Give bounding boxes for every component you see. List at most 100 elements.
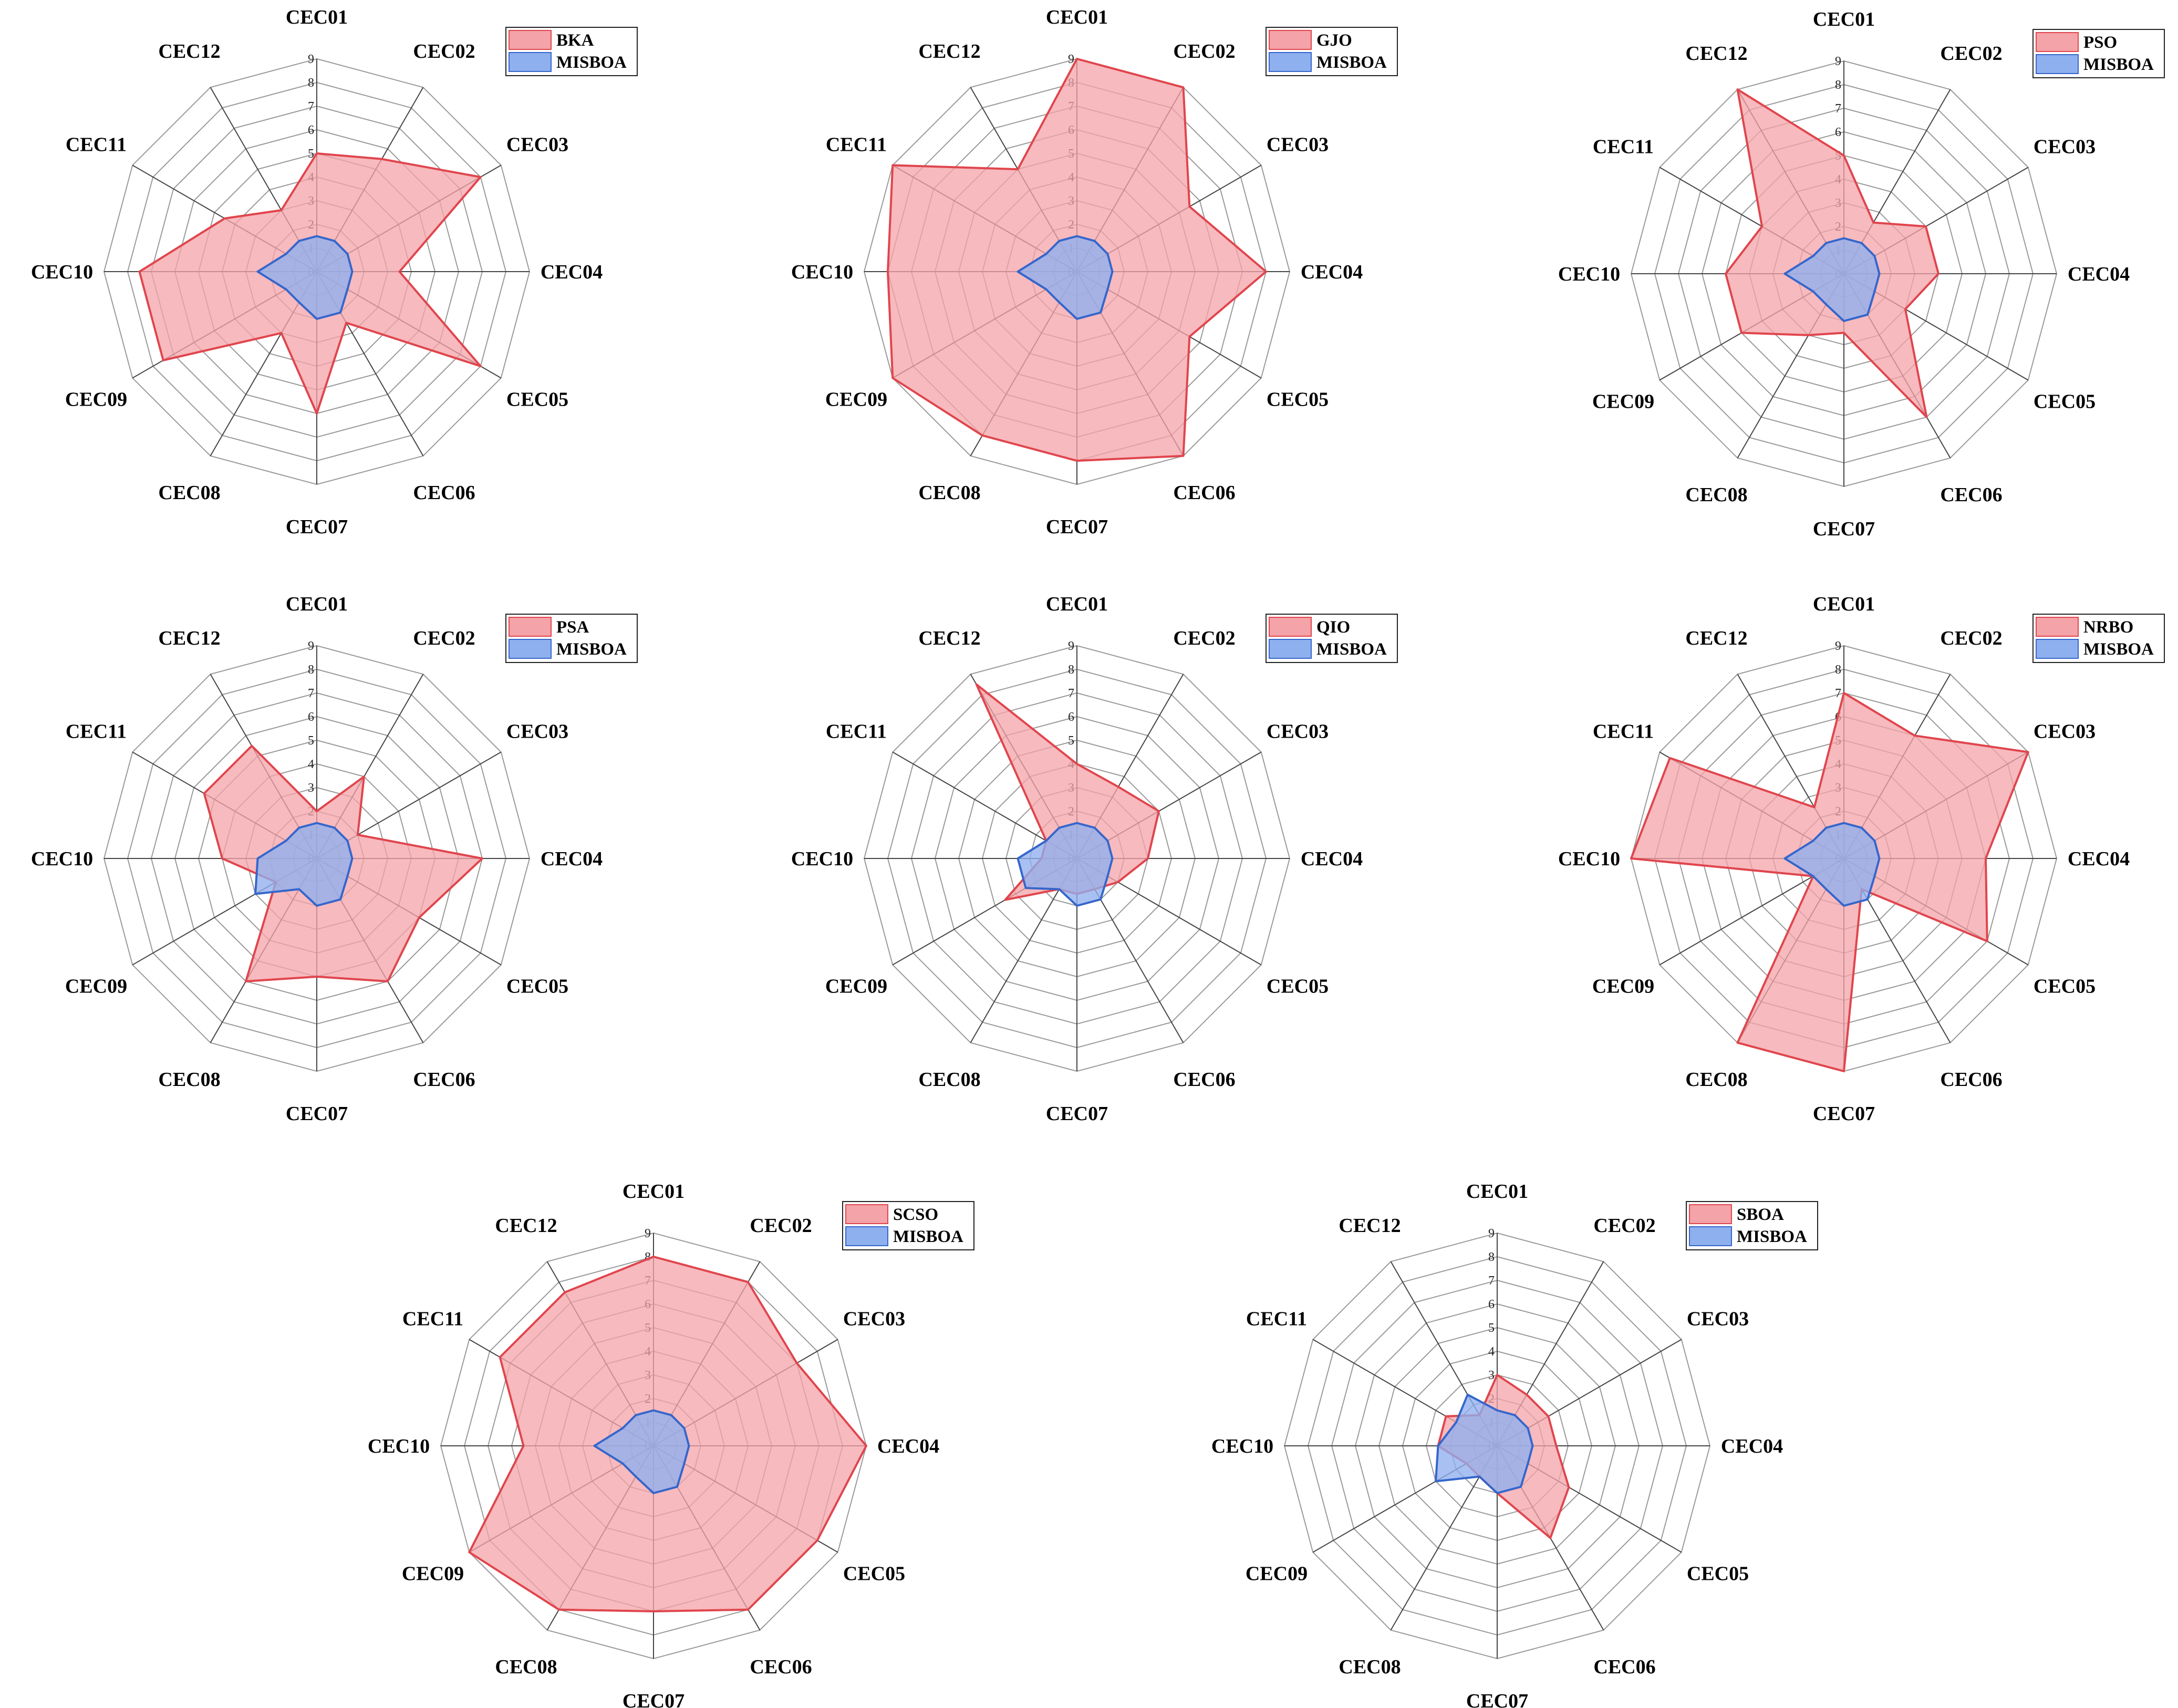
category-label: CEC06 bbox=[1940, 484, 2002, 506]
category-label: CEC02 bbox=[750, 1215, 812, 1237]
category-label: CEC01 bbox=[1046, 6, 1108, 28]
category-label: CEC11 bbox=[826, 721, 887, 743]
series-area-misboa bbox=[1017, 822, 1114, 907]
legend-label-nrbo: NRBO bbox=[2083, 618, 2133, 637]
legend-swatch-gjo bbox=[1269, 30, 1312, 50]
tick-label: 9 bbox=[1835, 639, 1841, 653]
radar-chart-psa: 0123456789CEC01CEC02CEC03CEC04CEC05CEC06… bbox=[31, 593, 638, 1125]
legend-swatch-psa bbox=[509, 617, 552, 637]
category-label: CEC09 bbox=[825, 976, 887, 998]
category-label: CEC02 bbox=[413, 627, 475, 649]
category-label: CEC11 bbox=[66, 721, 127, 743]
radar-chart-nrbo: 0123456789CEC01CEC02CEC03CEC04CEC05CEC06… bbox=[1558, 593, 2165, 1125]
legend-label-misboa: MISBOA bbox=[1316, 640, 1387, 659]
legend-swatch-qio bbox=[1269, 617, 1312, 637]
radar-chart-sboa: 0123456789CEC01CEC02CEC03CEC04CEC05CEC06… bbox=[1211, 1181, 1818, 1708]
tick-label: 9 bbox=[645, 1227, 651, 1240]
tick-label: 5 bbox=[308, 147, 314, 161]
category-label: CEC06 bbox=[1940, 1069, 2002, 1091]
tick-label: 7 bbox=[1835, 687, 1841, 700]
legend-swatch-sboa bbox=[1689, 1204, 1732, 1224]
category-label: CEC03 bbox=[1267, 134, 1329, 156]
category-label: CEC07 bbox=[1813, 518, 1875, 540]
category-label: CEC06 bbox=[1593, 1656, 1655, 1678]
category-label: CEC01 bbox=[623, 1181, 684, 1203]
category-label: CEC02 bbox=[1940, 43, 2002, 65]
tick-label: 9 bbox=[308, 639, 314, 653]
tick-label: 7 bbox=[308, 687, 314, 700]
category-label: CEC02 bbox=[1173, 40, 1235, 63]
tick-label: 9 bbox=[308, 53, 314, 66]
category-label: CEC06 bbox=[1173, 482, 1235, 504]
tick-label: 3 bbox=[1488, 1369, 1495, 1382]
category-label: CEC01 bbox=[286, 6, 348, 28]
series-area-misboa bbox=[593, 1409, 690, 1494]
tick-label: 6 bbox=[1835, 126, 1841, 139]
category-label: CEC03 bbox=[2034, 136, 2096, 158]
category-label: CEC06 bbox=[750, 1656, 812, 1678]
legend-label-misboa: MISBOA bbox=[2083, 55, 2154, 74]
tick-label: 8 bbox=[1835, 663, 1841, 677]
category-label: CEC07 bbox=[286, 1103, 348, 1125]
category-label: CEC11 bbox=[1246, 1308, 1307, 1330]
category-label: CEC05 bbox=[2034, 976, 2096, 998]
category-label: CEC05 bbox=[506, 389, 568, 411]
tick-label: 6 bbox=[1068, 710, 1074, 724]
tick-label: 8 bbox=[1068, 663, 1074, 677]
category-label: CEC09 bbox=[1246, 1563, 1308, 1585]
legend-label-misboa: MISBOA bbox=[556, 53, 627, 72]
legend: PSO MISBOA bbox=[2032, 29, 2165, 78]
tick-label: 3 bbox=[308, 781, 314, 795]
legend: SBOA MISBOA bbox=[1686, 1201, 1818, 1250]
tick-label: 4 bbox=[308, 758, 314, 771]
category-label: CEC04 bbox=[2068, 263, 2130, 285]
tick-label: 7 bbox=[1068, 687, 1074, 700]
category-label: CEC09 bbox=[1592, 391, 1654, 413]
category-label: CEC04 bbox=[1721, 1435, 1783, 1457]
category-label: CEC11 bbox=[826, 134, 887, 156]
category-label: CEC08 bbox=[918, 482, 980, 504]
legend: NRBO MISBOA bbox=[2032, 614, 2165, 663]
category-label: CEC08 bbox=[1685, 484, 1747, 506]
tick-label: 8 bbox=[308, 663, 314, 677]
category-label: CEC10 bbox=[368, 1435, 430, 1457]
category-label: CEC03 bbox=[843, 1308, 905, 1330]
legend: BKA MISBOA bbox=[505, 27, 638, 76]
category-label: CEC11 bbox=[402, 1308, 463, 1330]
legend-label-psa: PSA bbox=[556, 618, 589, 637]
legend-label-pso: PSO bbox=[2083, 33, 2117, 52]
category-label: CEC02 bbox=[413, 40, 475, 63]
tick-label: 4 bbox=[1488, 1345, 1495, 1359]
series-area-misboa bbox=[1017, 235, 1114, 320]
legend-label-bka: BKA bbox=[556, 31, 594, 50]
category-label: CEC12 bbox=[495, 1215, 557, 1237]
category-label: CEC08 bbox=[495, 1656, 557, 1678]
category-label: CEC12 bbox=[1685, 43, 1747, 65]
category-label: CEC03 bbox=[2034, 721, 2096, 743]
category-label: CEC03 bbox=[506, 721, 568, 743]
category-label: CEC09 bbox=[65, 389, 127, 411]
category-label: CEC12 bbox=[918, 627, 980, 649]
category-label: CEC09 bbox=[825, 389, 887, 411]
legend-swatch-nrbo bbox=[2036, 617, 2079, 637]
radar-chart-pso: 0123456789CEC01CEC02CEC03CEC04CEC05CEC06… bbox=[1558, 8, 2165, 540]
category-label: CEC10 bbox=[1558, 848, 1620, 870]
category-label: CEC05 bbox=[843, 1563, 905, 1585]
legend-swatch-misboa bbox=[509, 52, 552, 72]
category-label: CEC03 bbox=[1687, 1308, 1749, 1330]
tick-label: 8 bbox=[1835, 78, 1841, 92]
category-label: CEC03 bbox=[506, 134, 568, 156]
category-label: CEC01 bbox=[1466, 1181, 1528, 1203]
category-label: CEC09 bbox=[402, 1563, 464, 1585]
legend-label-qio: QIO bbox=[1316, 618, 1350, 637]
category-label: CEC01 bbox=[1813, 593, 1875, 615]
legend-swatch-pso bbox=[2036, 32, 2079, 52]
category-label: CEC10 bbox=[791, 261, 853, 283]
legend-swatch-misboa bbox=[1269, 639, 1312, 659]
legend: QIO MISBOA bbox=[1266, 614, 1398, 663]
category-label: CEC12 bbox=[158, 40, 220, 63]
legend-label-misboa: MISBOA bbox=[893, 1227, 963, 1246]
category-label: CEC04 bbox=[541, 261, 603, 283]
category-label: CEC06 bbox=[413, 482, 475, 504]
